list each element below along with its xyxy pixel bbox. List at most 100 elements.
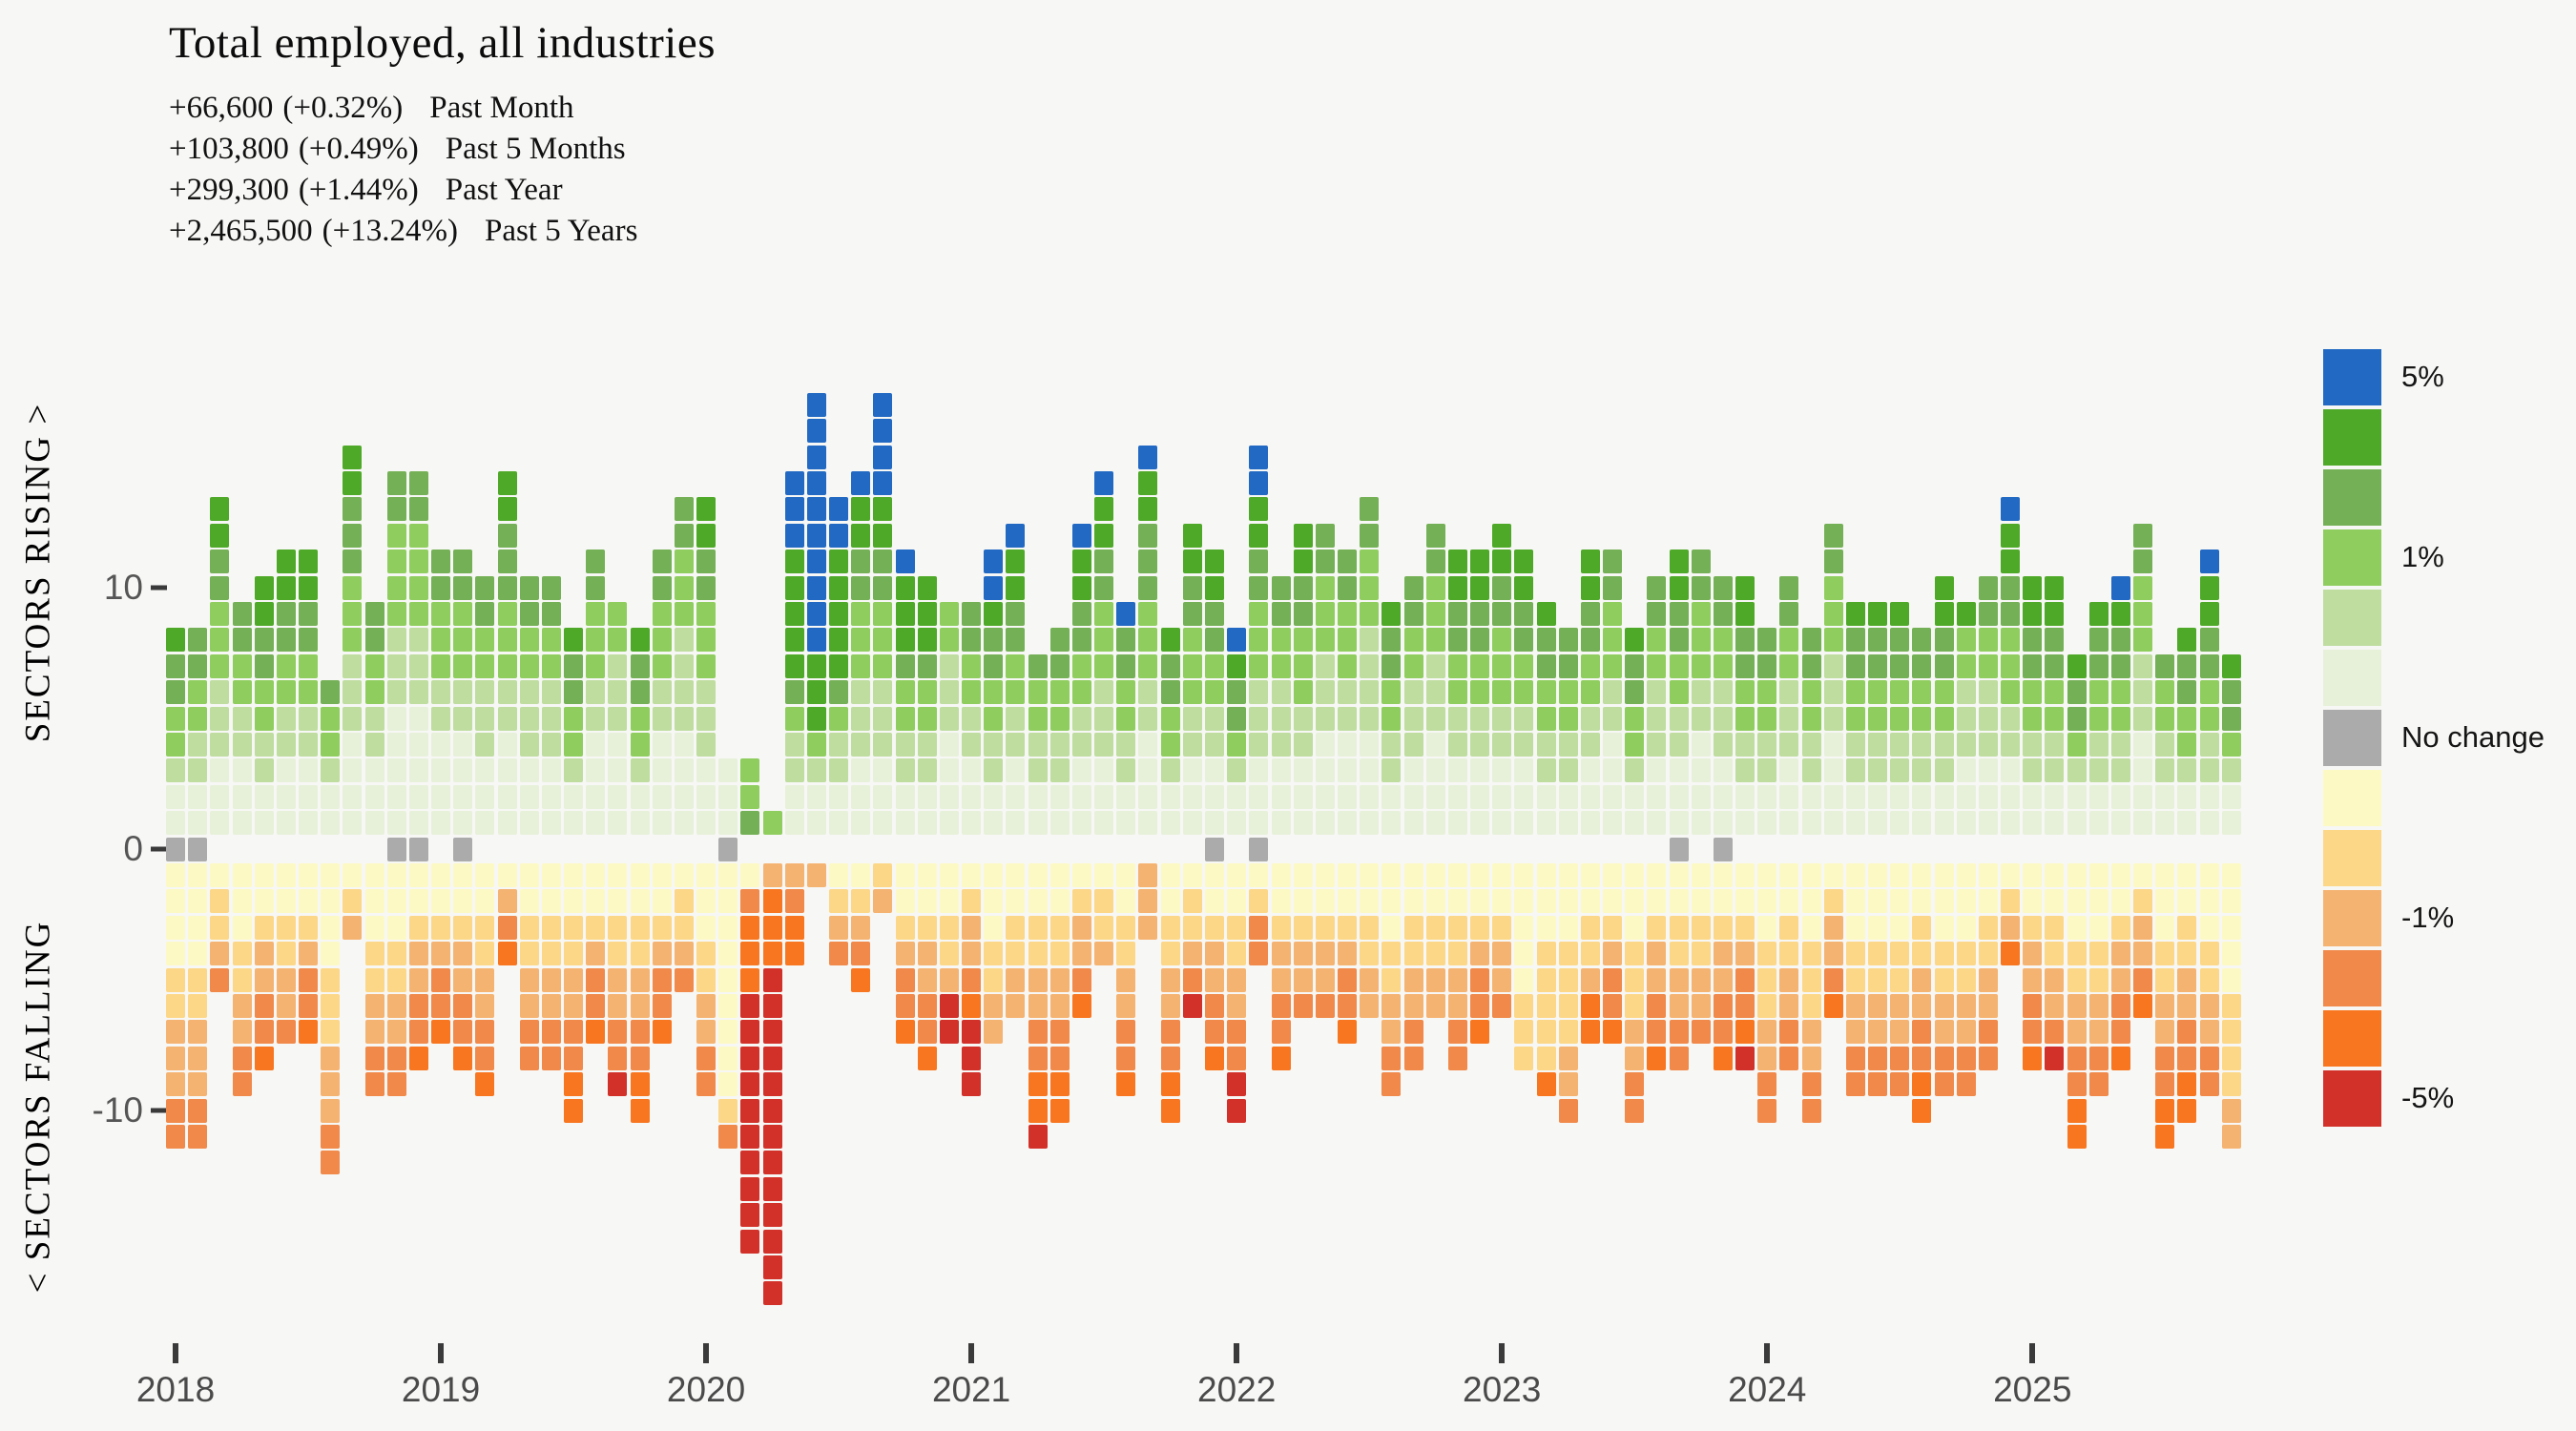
sector-cell-rising (1116, 628, 1136, 653)
sector-cell-rising (1338, 758, 1357, 783)
sector-cell-falling (1204, 942, 1224, 966)
sector-cell-falling (276, 993, 296, 1018)
sector-cell-rising (674, 811, 694, 836)
sector-cell-falling (652, 862, 672, 887)
sector-cell-falling (1669, 967, 1689, 992)
sector-cell-rising (1647, 732, 1667, 757)
sector-cell-rising (1227, 628, 1247, 653)
sector-cell-falling (939, 967, 959, 992)
sector-cell-rising (343, 706, 363, 731)
sector-cell-falling (1227, 1046, 1247, 1070)
sector-cell-rising (1160, 811, 1180, 836)
sector-cell-rising (1360, 732, 1380, 757)
sector-cell-falling (1116, 862, 1136, 887)
sector-cell-rising (1890, 680, 1910, 705)
sector-cell-rising (2133, 653, 2153, 678)
sector-cell-rising (1338, 706, 1357, 731)
sector-cell-rising (1271, 575, 1291, 600)
sector-cell-rising (1558, 628, 1578, 653)
sector-cell-falling (1338, 967, 1357, 992)
sector-cell-falling (630, 862, 650, 887)
sector-cell-rising (608, 706, 628, 731)
sector-cell-rising (1116, 706, 1136, 731)
sector-cell-falling (254, 993, 274, 1018)
sector-cell-rising (1514, 811, 1534, 836)
sector-cell-falling (718, 967, 738, 992)
sector-cell-falling (1338, 993, 1357, 1018)
sector-cell-falling (1735, 889, 1755, 914)
sector-cell-falling (1691, 942, 1711, 966)
sector-cell-rising (1094, 470, 1114, 495)
sector-cell-rising (2221, 680, 2241, 705)
sector-cell-falling (564, 942, 584, 966)
sector-cell-rising (1006, 758, 1026, 783)
sector-cell-rising (1801, 811, 1821, 836)
sector-cell-rising (873, 811, 893, 836)
sector-cell-rising (1514, 653, 1534, 678)
sector-cell-rising (541, 706, 561, 731)
sector-cell-falling (1580, 967, 1600, 992)
sector-cell-falling (1293, 967, 1313, 992)
sector-cell-rising (784, 523, 804, 548)
sector-cell-falling (962, 1046, 982, 1070)
sector-cell-rising (1514, 758, 1534, 783)
sector-cell-rising (2177, 732, 2197, 757)
sector-cell-rising (1338, 811, 1357, 836)
sector-cell-falling (586, 993, 606, 1018)
sector-cell-falling (1160, 1072, 1180, 1097)
sector-cell-rising (1403, 601, 1423, 626)
sector-cell-falling (1801, 1098, 1821, 1123)
sector-cell-rising (895, 601, 915, 626)
sector-cell-falling (784, 889, 804, 914)
sector-cell-falling (1315, 915, 1335, 940)
sector-cell-rising (1514, 732, 1534, 757)
x-tick-mark (2029, 1343, 2036, 1363)
sector-cell-falling (2067, 1098, 2087, 1123)
sector-cell-falling (1625, 915, 1645, 940)
sector-cell-rising (1603, 811, 1623, 836)
sector-cell-rising (1647, 628, 1667, 653)
sector-cell-rising (431, 601, 451, 626)
sector-cell-rising (497, 497, 517, 522)
sector-cell-falling (564, 1046, 584, 1070)
sector-cell-rising (829, 653, 849, 678)
sector-cell-falling (674, 967, 694, 992)
sector-cell-rising (541, 784, 561, 809)
sector-cell-rising (2067, 758, 2087, 783)
sector-cell-falling (475, 1046, 495, 1070)
sector-cell-rising (254, 811, 274, 836)
sector-cell-falling (652, 1020, 672, 1045)
sector-cell-rising (652, 811, 672, 836)
sector-cell-rising (1315, 550, 1335, 574)
sector-cell-rising (1360, 628, 1380, 653)
sector-cell-falling (608, 967, 628, 992)
sector-cell-falling (364, 1072, 384, 1097)
sector-cell-falling (718, 1124, 738, 1149)
sector-cell-rising (2199, 811, 2219, 836)
sector-cell-falling (1249, 915, 1269, 940)
sector-cell-rising (1249, 470, 1269, 495)
sector-cell-rising (1956, 706, 1976, 731)
sector-cell-rising (2155, 706, 2175, 731)
sector-cell-falling (1116, 942, 1136, 966)
sector-cell-rising (564, 628, 584, 653)
sector-cell-falling (188, 1124, 208, 1149)
sector-cell-rising (829, 784, 849, 809)
sector-cell-falling (1978, 1020, 1998, 1045)
sector-cell-falling (2155, 1072, 2175, 1097)
sector-cell-rising (873, 653, 893, 678)
sector-cell-rising (1204, 706, 1224, 731)
sector-cell-rising (1823, 628, 1843, 653)
sector-cell-falling (1669, 1020, 1689, 1045)
sector-cell-rising (2110, 601, 2130, 626)
sector-cell-falling (1757, 942, 1777, 966)
sector-cell-rising (1116, 653, 1136, 678)
sector-cell-falling (232, 1046, 252, 1070)
sector-cell-rising (1403, 653, 1423, 678)
sector-cell-rising (1536, 706, 1556, 731)
sector-cell-rising (210, 706, 230, 731)
sector-cell-falling (1249, 942, 1269, 966)
sector-cell-rising (630, 653, 650, 678)
sector-cell-rising (210, 575, 230, 600)
sector-cell-rising (1845, 784, 1865, 809)
